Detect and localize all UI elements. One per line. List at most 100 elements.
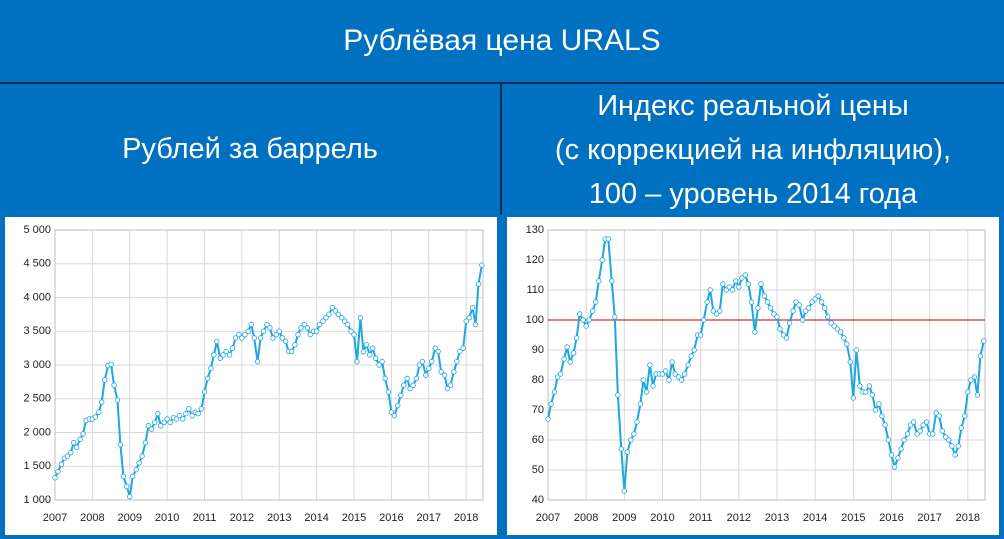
point [307,331,314,338]
point [404,375,410,382]
point [251,335,257,341]
point [164,416,170,422]
y-tick-label: 50 [532,464,544,476]
point [958,425,965,431]
point [965,389,971,395]
point [968,377,974,383]
point [145,423,152,429]
point [429,358,435,365]
y-tick-label: 1 500 [23,460,51,472]
point [621,488,628,494]
point [688,353,694,359]
point [955,443,961,449]
point [242,331,248,338]
point [882,422,888,428]
x-tick-label: 2013 [765,512,789,524]
x-tick-label: 2015 [841,512,865,524]
point [114,397,121,403]
chart-title: Индекс реальной цены (с коррекцией на ин… [502,84,1004,215]
point [761,293,768,299]
point [370,345,376,351]
point [666,377,672,383]
point [847,359,853,365]
point [176,412,183,419]
point [939,428,945,434]
point [326,311,332,318]
point [796,302,802,308]
chart-title-line: 100 – уровень 2014 года [588,177,918,210]
point [589,308,596,314]
point [895,455,901,461]
point [640,377,647,383]
point [120,473,127,480]
point [704,299,710,305]
point [466,315,472,321]
point [426,365,432,372]
point [799,317,806,323]
point [454,358,460,365]
point [447,382,454,388]
point [624,449,631,455]
x-tick-label: 2013 [267,512,291,524]
point [376,362,382,368]
point [388,409,395,415]
point [148,426,155,432]
x-tick-label: 2011 [193,512,217,524]
point [316,321,323,328]
point [167,419,173,426]
point [586,317,592,323]
x-tick-label: 2014 [304,512,328,524]
point [609,278,615,284]
point [974,392,981,398]
x-tick-label: 2012 [727,512,751,524]
point [257,335,264,341]
point [92,414,99,420]
point [357,315,364,321]
point [96,409,102,415]
point [354,358,360,365]
point [270,335,276,341]
point [869,392,876,398]
point [936,413,942,419]
point [127,493,133,500]
point [872,407,879,413]
point [567,359,573,365]
point [379,358,385,365]
point [805,305,812,311]
point [755,305,761,311]
point [254,358,261,365]
point [818,299,825,305]
point [214,338,220,345]
y-tick-label: 40 [532,494,544,506]
point [423,372,429,378]
point [580,317,586,323]
point [385,389,392,395]
point [73,444,80,451]
point [130,473,136,480]
point [742,272,749,278]
point [155,410,161,417]
point [77,436,83,442]
point [767,305,774,311]
point [211,352,217,358]
point [339,315,345,321]
x-tick-label: 2017 [417,512,441,524]
point [901,437,907,443]
point [102,377,108,383]
point [407,385,413,392]
x-tick-label: 2008 [574,512,598,524]
point [551,389,558,395]
x-tick-label: 2016 [879,512,903,524]
y-tick-label: 5 000 [23,224,51,236]
point [564,344,570,350]
point [295,331,301,338]
point [736,284,742,290]
y-tick-label: 70 [532,404,544,416]
point [685,362,691,368]
chart-title-line: (с коррекцией на инфляцию), [554,133,952,166]
y-tick-label: 2 500 [23,393,51,405]
point [838,329,844,335]
point [413,375,420,382]
point [183,410,189,417]
